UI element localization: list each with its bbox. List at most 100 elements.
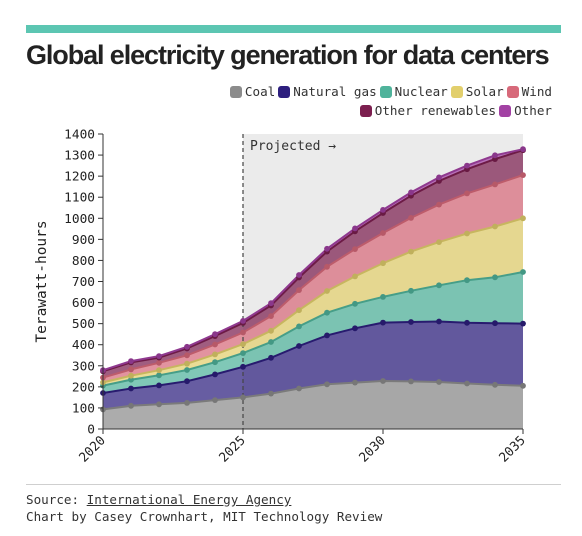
point-natural-gas [464,319,470,326]
point-nuclear [184,367,190,373]
point-wind [380,230,386,236]
point-other [408,189,414,196]
legend-item-wind: Wind [506,84,552,101]
point-nuclear [436,282,442,289]
point-solar [240,341,246,347]
line-solar [102,217,524,384]
legend-item-natural-gas: Natural gas [278,84,377,101]
legend-row: Other renewables Other [122,103,552,122]
legend-swatch [506,86,519,99]
area-other-renewables [103,150,523,378]
area-natural-gas [103,321,523,410]
point-coal [296,385,302,392]
point-natural-gas [268,354,274,361]
line-wind [102,174,524,379]
legend-item-other-renewables: Other renewables [359,102,497,120]
point-solar [268,327,274,334]
point-coal [324,381,330,388]
point-solar [352,273,358,280]
point-coal [408,378,414,385]
y-tick-label: 400 [72,338,95,353]
line-coal [102,379,524,411]
legend-item-coal: Coal [229,84,275,101]
point-solar [324,288,330,294]
point-wind [128,366,134,373]
point-other [184,343,190,350]
area-solar [103,218,523,386]
y-tick-label: 900 [72,233,95,248]
area-coal [103,381,523,429]
y-tick-label: 1200 [64,170,95,185]
point-other [380,207,386,213]
point-natural-gas [520,320,526,327]
source-link[interactable]: International Energy Agency [86,492,292,507]
y-axis-label: Terawatt-hours [34,220,50,342]
point-other [212,331,218,338]
point-coal [520,382,526,389]
point-coal [184,400,190,406]
y-tick-label: 600 [72,296,95,311]
point-solar [156,367,162,374]
point-solar [520,215,526,222]
point-nuclear [352,300,358,307]
y-tick-label: 1300 [64,149,95,164]
line-other-renewables [102,149,524,373]
y-tick-label: 1000 [64,212,95,227]
legend-swatch [359,105,372,117]
legend-item-other: Other [499,103,552,120]
y-tick-label: 800 [72,254,95,269]
point-wind [408,215,414,221]
point-nuclear [296,323,302,330]
legend-label: Wind [521,84,552,99]
chart-legend: Coal Natural gas Nuclear Solar Wind Other ren… [122,84,552,122]
point-other [296,272,302,278]
point-natural-gas [296,343,302,349]
point-coal [156,401,162,408]
point-solar [492,223,498,230]
point-other [324,245,330,252]
point-coal [240,394,246,401]
point-coal [492,381,498,388]
line-nuclear [102,271,524,387]
point-nuclear [408,287,414,294]
point-coal [436,379,442,385]
point-wind [464,190,470,197]
y-tick-label: 100 [72,401,95,416]
legend-label: Other renewables [374,102,497,118]
legend-label: Other [514,102,552,118]
legend-swatch [229,86,242,99]
legend-swatch [499,105,512,117]
chart-footer: Source: International Energy Agency Char… [26,491,382,525]
point-natural-gas [380,319,386,326]
y-tick-label: 300 [72,359,95,374]
point-wind [520,172,526,179]
legend-item-solar: Solar [450,84,504,101]
point-natural-gas [240,363,246,370]
point-other [268,300,274,307]
point-other [436,174,442,181]
point-wind [268,313,274,319]
point-solar [464,230,470,237]
point-other [128,358,134,364]
point-coal [352,379,358,386]
point-nuclear [520,269,526,275]
point-other [240,318,246,324]
point-nuclear [212,359,218,366]
x-tick-label: 2030 [356,433,388,465]
x-tick-label: 2025 [216,433,248,465]
point-natural-gas [352,325,358,332]
point-wind [324,263,330,270]
y-axis: 0 100 200 300 400 500 600 700 800 900 1000 1100 1200… [64,128,104,438]
point-solar [128,372,134,379]
credit-line: Chart by Casey Crownhart, MIT Technology… [26,509,383,524]
point-other [352,225,358,232]
point-solar [408,248,414,255]
legend-label: Natural gas [293,84,377,99]
point-coal [464,380,470,387]
x-tick-label: 2035 [496,433,528,465]
line-natural-gas [102,320,524,394]
y-tick-label: 1400 [64,128,95,143]
point-wind [184,352,190,359]
point-coal [212,397,218,403]
area-nuclear [103,272,523,393]
